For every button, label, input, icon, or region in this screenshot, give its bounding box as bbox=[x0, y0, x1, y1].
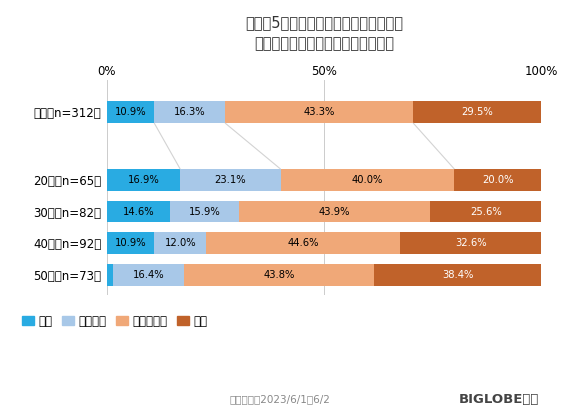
Text: 20.0%: 20.0% bbox=[482, 175, 513, 185]
Bar bbox=[107, 264, 113, 286]
Bar bbox=[113, 264, 184, 286]
Bar bbox=[170, 201, 240, 222]
Bar bbox=[413, 101, 541, 123]
Text: 43.9%: 43.9% bbox=[319, 206, 351, 217]
Text: 32.6%: 32.6% bbox=[455, 238, 486, 248]
Bar bbox=[400, 233, 541, 254]
Text: 44.6%: 44.6% bbox=[288, 238, 319, 248]
Bar bbox=[107, 101, 154, 123]
Bar bbox=[107, 169, 180, 191]
Text: 12.0%: 12.0% bbox=[164, 238, 196, 248]
Bar bbox=[107, 233, 154, 254]
Text: 16.9%: 16.9% bbox=[128, 175, 159, 185]
Legend: ある, ややある, あまりない, ない: ある, ややある, あまりない, ない bbox=[17, 310, 212, 333]
Text: 16.3%: 16.3% bbox=[174, 107, 205, 117]
Text: 43.3%: 43.3% bbox=[303, 107, 335, 117]
Text: 16.4%: 16.4% bbox=[133, 270, 164, 280]
Text: 23.1%: 23.1% bbox=[215, 175, 246, 185]
Bar bbox=[240, 201, 430, 222]
Text: 15.9%: 15.9% bbox=[189, 206, 221, 217]
Bar bbox=[430, 201, 541, 222]
Bar bbox=[206, 233, 400, 254]
Text: 10.9%: 10.9% bbox=[115, 238, 146, 248]
Text: 14.6%: 14.6% bbox=[123, 206, 154, 217]
Bar bbox=[454, 169, 541, 191]
Bar bbox=[281, 169, 454, 191]
Text: 10.9%: 10.9% bbox=[115, 107, 146, 117]
Text: BIGLOBE調べ: BIGLOBE調べ bbox=[458, 393, 539, 406]
Text: 38.4%: 38.4% bbox=[442, 270, 473, 280]
Title: コロナ5類移行後、初の夏のボーナスを
大きく使いたいという気持ちがある: コロナ5類移行後、初の夏のボーナスを 大きく使いたいという気持ちがある bbox=[245, 15, 403, 51]
Bar bbox=[180, 169, 281, 191]
Text: 調査期間：2023/6/1〜6/2: 調査期間：2023/6/1〜6/2 bbox=[229, 394, 330, 404]
Text: 29.5%: 29.5% bbox=[461, 107, 493, 117]
Bar bbox=[375, 264, 541, 286]
Text: 25.6%: 25.6% bbox=[470, 206, 501, 217]
Text: 43.8%: 43.8% bbox=[264, 270, 295, 280]
Bar bbox=[154, 101, 225, 123]
Bar bbox=[184, 264, 375, 286]
Bar bbox=[107, 201, 170, 222]
Text: 40.0%: 40.0% bbox=[352, 175, 383, 185]
Bar bbox=[154, 233, 206, 254]
Bar bbox=[225, 101, 413, 123]
